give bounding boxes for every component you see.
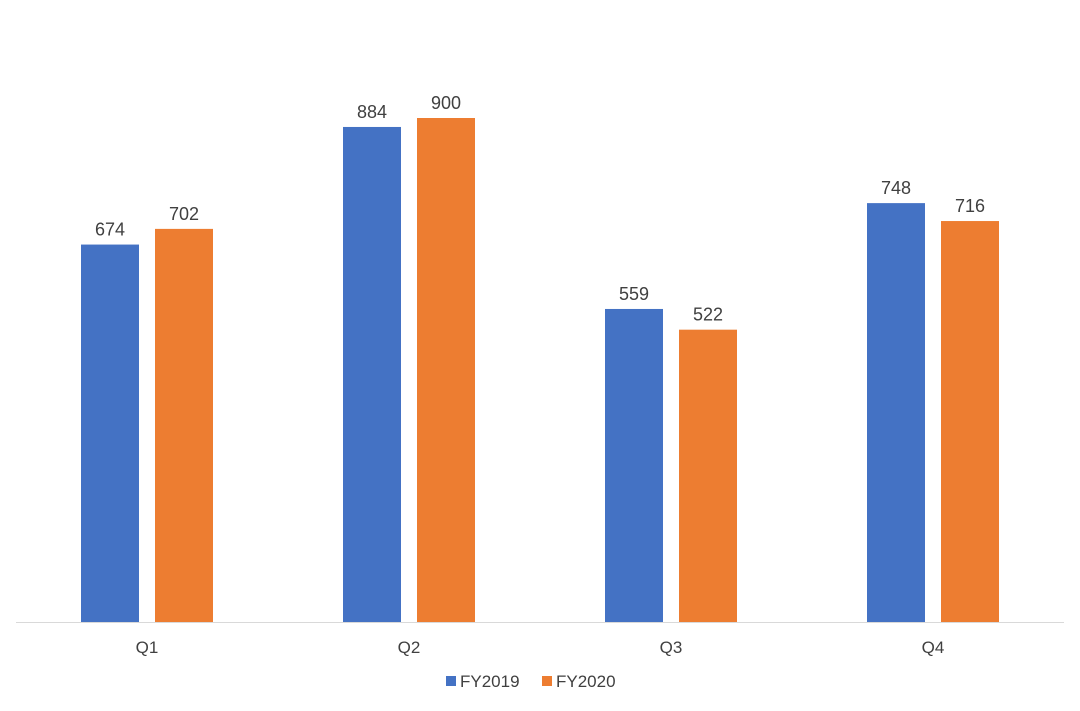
bar-fy2020-q2 xyxy=(417,118,475,622)
data-label-fy2020-q4: 716 xyxy=(955,196,985,216)
legend-item-fy2019: FY2019 xyxy=(446,672,520,691)
data-label-fy2019-q2: 884 xyxy=(357,102,387,122)
data-label-fy2020-q1: 702 xyxy=(169,204,199,224)
x-tick-label-q4: Q4 xyxy=(922,638,945,657)
legend-item-fy2020: FY2020 xyxy=(542,672,616,691)
data-label-fy2020-q2: 900 xyxy=(431,93,461,113)
x-tick-label-q2: Q2 xyxy=(398,638,421,657)
bar-fy2020-q1 xyxy=(155,228,213,622)
bar-fy2019-q2 xyxy=(343,126,401,623)
bar-fy2019-q4 xyxy=(867,203,925,622)
bar-fy2019-q1 xyxy=(81,244,139,622)
x-tick-label-q1: Q1 xyxy=(136,638,159,657)
data-label-fy2019-q1: 674 xyxy=(95,220,125,240)
data-labels-layer: 674 702 884 900 559 522 748 716 xyxy=(95,93,985,325)
legend-label-fy2020: FY2020 xyxy=(556,672,616,691)
legend-swatch-fy2019 xyxy=(446,676,456,686)
data-label-fy2020-q3: 522 xyxy=(693,305,723,325)
data-label-fy2019-q4: 748 xyxy=(881,178,911,198)
bar-fy2020-q4 xyxy=(941,221,999,623)
legend-label-fy2019: FY2019 xyxy=(460,672,520,691)
x-tick-label-q3: Q3 xyxy=(660,638,683,657)
legend-swatch-fy2020 xyxy=(542,676,552,686)
bar-fy2019-q3 xyxy=(605,308,663,622)
bar-fy2020-q3 xyxy=(679,329,737,622)
data-label-fy2019-q3: 559 xyxy=(619,284,649,304)
legend: FY2019 FY2020 xyxy=(446,672,616,691)
x-axis-ticks: Q1 Q2 Q3 Q4 xyxy=(136,638,945,657)
bars-layer xyxy=(81,118,999,623)
